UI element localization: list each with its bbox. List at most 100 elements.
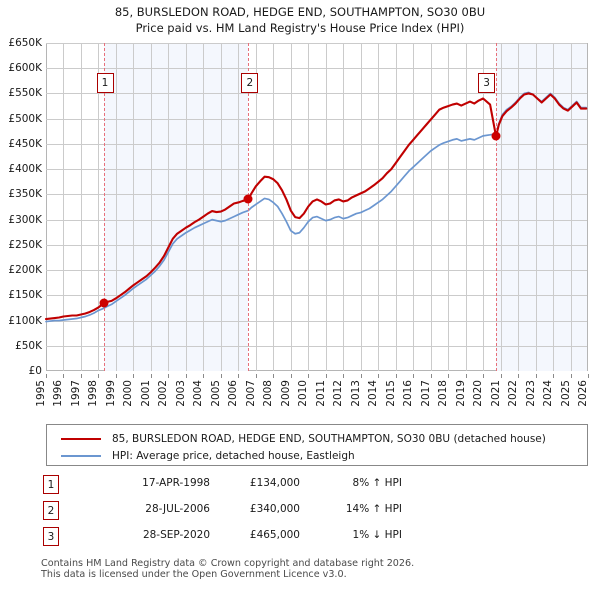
plot-right-border xyxy=(587,43,588,371)
x-axis-tick xyxy=(80,374,82,378)
row-date: 28-SEP-2020 xyxy=(142,529,210,541)
event-data-point[interactable] xyxy=(491,131,501,141)
x-axis-tick-label: 2010 xyxy=(297,380,310,407)
x-axis-tick xyxy=(168,374,170,378)
event-data-point[interactable] xyxy=(99,298,109,308)
series-line-hpi xyxy=(45,91,588,323)
grid-line-vertical xyxy=(115,43,117,371)
grid-line-horizontal xyxy=(46,244,588,246)
row-price: £465,000 xyxy=(249,529,300,541)
x-axis-tick xyxy=(46,374,47,378)
x-axis-tick-label: 1999 xyxy=(104,380,117,407)
legend-item-hpi: HPI: Average price, detached house, East… xyxy=(47,447,587,464)
y-axis-tick-label: £500K xyxy=(8,112,42,125)
x-axis-tick xyxy=(483,374,485,378)
row-index-badge: 3 xyxy=(43,527,59,546)
y-axis-tick-label: £450K xyxy=(8,137,42,150)
series-line-property xyxy=(44,92,588,321)
grid-line-vertical xyxy=(553,43,555,371)
row-index-badge: 1 xyxy=(43,475,59,494)
title-line-1: 85, BURSLEDON ROAD, HEDGE END, SOUTHAMPT… xyxy=(114,5,486,19)
grid-line-horizontal xyxy=(46,93,588,95)
x-axis-tick xyxy=(343,374,345,378)
x-axis-tick xyxy=(518,374,520,378)
x-axis-tick-label: 2019 xyxy=(454,380,467,407)
transactions-table: 1 17-APR-1998 £134,000 8% ↑ HPI 2 28-JUL… xyxy=(40,474,460,552)
row-date: 17-APR-1998 xyxy=(142,477,210,489)
grid-line-vertical xyxy=(185,43,187,371)
grid-line-vertical xyxy=(570,43,572,371)
x-axis-tick xyxy=(150,374,152,378)
x-axis-tick-label: 1995 xyxy=(35,380,47,407)
row-price: £134,000 xyxy=(249,477,300,489)
x-axis-tick xyxy=(63,374,65,378)
y-axis-tick-label: £150K xyxy=(8,289,42,302)
x-axis-tick xyxy=(500,374,502,378)
x-axis-tick-label: 2002 xyxy=(157,380,170,407)
footer-attribution: Contains HM Land Registry data © Crown c… xyxy=(41,558,581,580)
x-axis-tick-label: 2021 xyxy=(489,380,502,407)
legend-swatch-line-icon xyxy=(61,454,101,457)
x-axis-tick xyxy=(308,374,310,378)
grid-line-vertical xyxy=(535,43,537,371)
event-marker-badge[interactable]: 3 xyxy=(478,73,496,93)
grid-line-vertical xyxy=(150,43,152,371)
y-axis-tick-label: £600K xyxy=(8,62,42,75)
x-axis-tick-label: 2025 xyxy=(559,380,572,407)
event-vline xyxy=(103,43,105,371)
x-axis-tick xyxy=(290,374,292,378)
x-axis-tick-label: 2006 xyxy=(227,380,240,407)
page-title: 85, BURSLEDON ROAD, HEDGE END, SOUTHAMPT… xyxy=(0,4,600,36)
table-row: 1 17-APR-1998 £134,000 8% ↑ HPI xyxy=(40,474,460,500)
x-axis-tick xyxy=(255,374,257,378)
x-axis-tick-label: 2005 xyxy=(209,380,222,407)
x-axis-tick-label: 2014 xyxy=(367,380,380,407)
x-axis-tick-label: 2004 xyxy=(192,380,205,407)
plot-top-border xyxy=(46,43,588,44)
grid-line-horizontal xyxy=(46,68,588,70)
x-axis-tick-label: 2001 xyxy=(139,380,152,407)
table-row: 2 28-JUL-2006 £340,000 14% ↑ HPI xyxy=(40,500,460,526)
grid-line-vertical xyxy=(465,43,467,371)
x-axis-tick-label: 2007 xyxy=(244,380,257,407)
series-lines xyxy=(44,91,588,323)
grid-line-vertical xyxy=(98,43,100,371)
row-hpi-delta: 1% ↓ HPI xyxy=(352,529,402,541)
table-row: 3 28-SEP-2020 £465,000 1% ↓ HPI xyxy=(40,526,460,552)
grid-line-vertical xyxy=(255,43,257,371)
grid-line-vertical xyxy=(290,43,292,371)
x-axis-tick-label: 2015 xyxy=(384,380,397,407)
x-axis-tick xyxy=(588,374,589,378)
shaded-span xyxy=(496,43,588,371)
plot-area: 1 2 3 xyxy=(44,43,588,371)
event-data-point[interactable] xyxy=(243,194,253,204)
row-hpi-delta: 14% ↑ HPI xyxy=(345,503,402,515)
y-axis-tick-label: £550K xyxy=(8,87,42,100)
x-axis-tick-label: 2016 xyxy=(402,380,415,407)
grid-line-vertical xyxy=(220,43,222,371)
grid-line-vertical xyxy=(483,43,485,371)
grid-line-horizontal xyxy=(46,194,588,196)
x-axis-tick xyxy=(98,374,100,378)
x-axis-tick xyxy=(535,374,537,378)
x-axis-tick-label: 2011 xyxy=(314,380,327,407)
event-marker-badge[interactable]: 2 xyxy=(241,73,259,93)
x-axis-tick-label: 2020 xyxy=(472,380,485,407)
grid-line-vertical xyxy=(343,43,345,371)
grid-line-horizontal xyxy=(46,143,588,145)
grid-line-vertical xyxy=(168,43,170,371)
x-axis-tick-label: 2026 xyxy=(577,380,589,407)
x-axis-tick xyxy=(553,374,555,378)
x-axis-tick-label: 2008 xyxy=(262,380,275,407)
chart-legend: 85, BURSLEDON ROAD, HEDGE END, SOUTHAMPT… xyxy=(46,424,588,466)
event-marker-badge[interactable]: 1 xyxy=(96,73,114,93)
grid-line-vertical xyxy=(203,43,205,371)
legend-label-property: 85, BURSLEDON ROAD, HEDGE END, SOUTHAMPT… xyxy=(112,432,546,445)
x-axis-tick-label: 2024 xyxy=(542,380,555,407)
grid-line-vertical xyxy=(413,43,415,371)
x-axis-tick-label: 1996 xyxy=(52,380,65,407)
x-axis-tick-label: 2017 xyxy=(419,380,432,407)
row-price: £340,000 xyxy=(249,503,300,515)
shaded-span xyxy=(103,43,249,371)
legend-label-hpi: HPI: Average price, detached house, East… xyxy=(112,449,355,462)
